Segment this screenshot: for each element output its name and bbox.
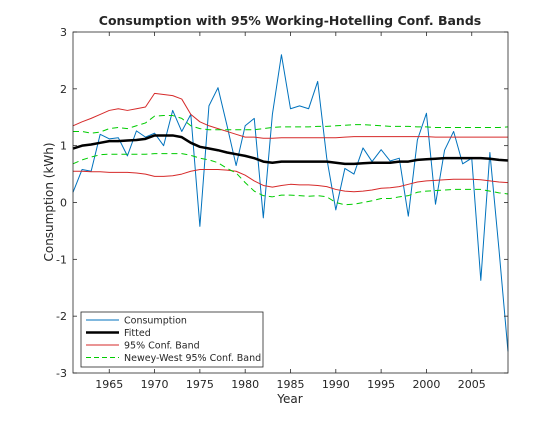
series-line-consumption — [72, 54, 509, 352]
series-layer — [72, 54, 509, 352]
x-tick-label: 2005 — [458, 378, 486, 391]
series-line-95-conf-band-lower — [73, 169, 509, 193]
series-line-newey-west-95-conf-band-lower — [72, 153, 509, 206]
x-tick-label: 2000 — [412, 378, 440, 391]
x-tick-label: 1965 — [95, 378, 123, 391]
y-tick-label: 1 — [60, 140, 67, 153]
y-tick-label: -3 — [56, 367, 67, 380]
legend-label: Fitted — [124, 328, 151, 339]
chart-title: Consumption with 95% Working-Hotelling C… — [99, 13, 481, 28]
x-tick-label: 1970 — [141, 378, 169, 391]
x-tick-label: 1995 — [367, 378, 395, 391]
legend-label: Newey-West 95% Conf. Band — [124, 353, 261, 364]
x-tick-label: 1990 — [322, 378, 350, 391]
y-tick-label: 2 — [60, 83, 67, 96]
y-tick-label: -1 — [56, 253, 67, 266]
legend-label: Consumption — [124, 316, 187, 327]
x-tick-label: 1975 — [186, 378, 214, 391]
y-axis-label: Consumption (kWh) — [42, 142, 56, 261]
series-line-95-conf-band — [72, 92, 508, 139]
series-line-fitted — [72, 134, 509, 166]
y-tick-label: -2 — [56, 310, 67, 323]
x-axis-label: Year — [276, 392, 302, 406]
y-tick-label: 3 — [60, 26, 67, 39]
series-line-newey-west-95-conf-band — [73, 115, 509, 134]
axes-layer: 1965 1970 1975 1980 1985 1990 1995 2000 2005 -3 -2… — [56, 26, 509, 391]
legend-label: 95% Conf. Band — [124, 341, 200, 352]
x-tick-label: 1980 — [231, 378, 259, 391]
y-tick-label: 0 — [60, 197, 67, 210]
x-tick-label: 1985 — [277, 378, 305, 391]
